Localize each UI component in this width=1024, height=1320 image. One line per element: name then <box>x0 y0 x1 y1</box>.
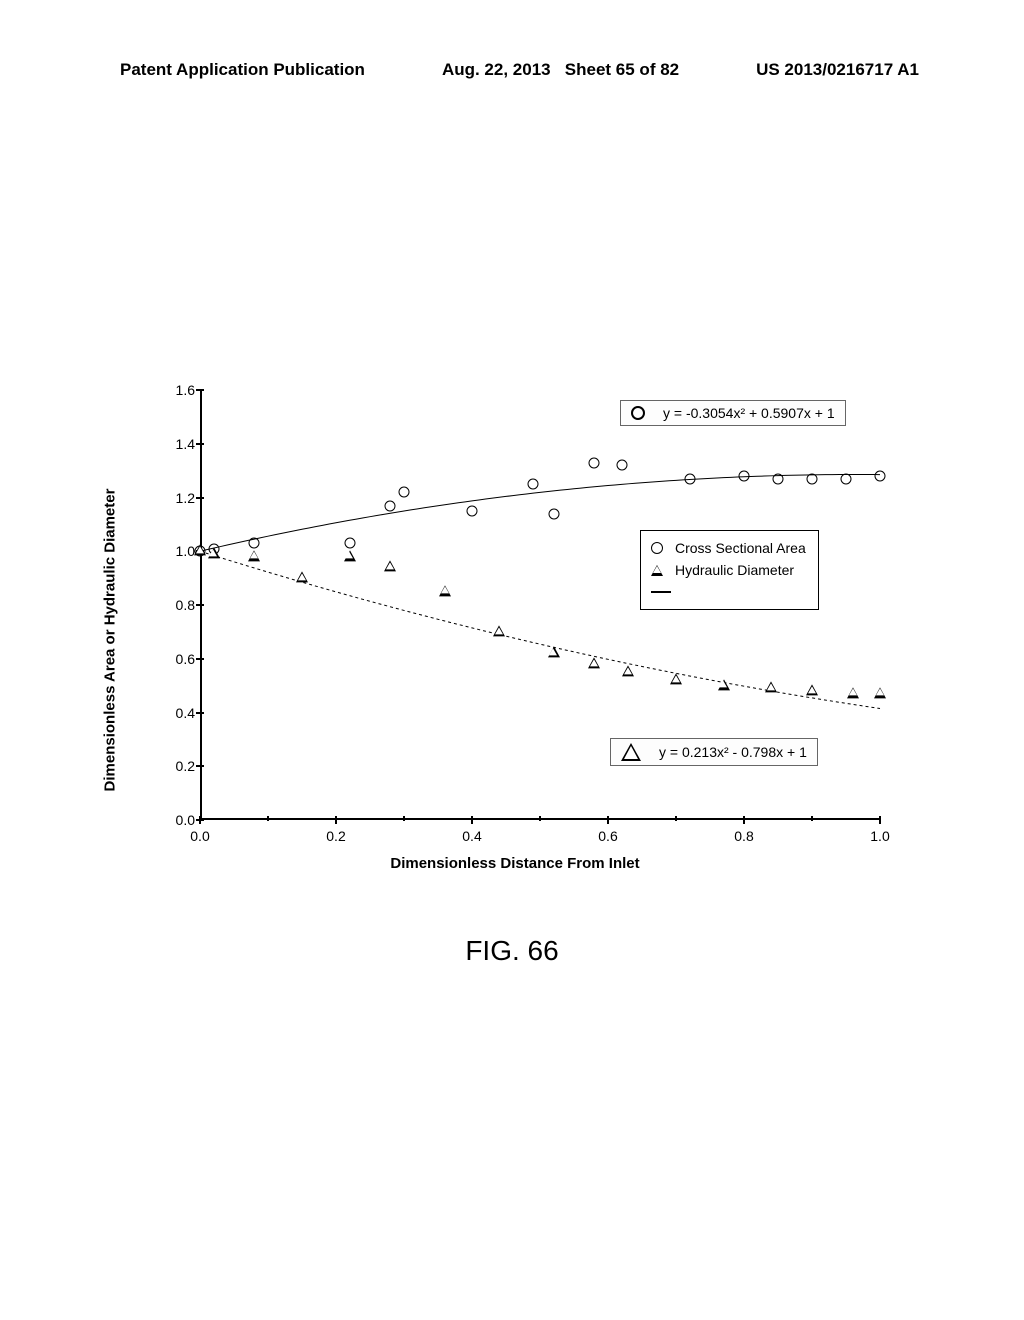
data-point-triangle <box>194 545 206 556</box>
data-point-circle <box>399 487 410 498</box>
equation-box-top: y = -0.3054x² + 0.5907x + 1 <box>620 400 846 426</box>
data-point-circle <box>841 473 852 484</box>
data-point-circle <box>528 479 539 490</box>
equation-box-bottom: y = 0.213x² - 0.798x + 1 <box>610 738 818 766</box>
data-point-circle <box>589 457 600 468</box>
x-tick-label: 0.0 <box>190 828 209 844</box>
data-point-triangle <box>847 687 859 698</box>
data-point-circle <box>739 471 750 482</box>
header-sheet: Sheet 65 of 82 <box>565 60 679 79</box>
data-point-triangle <box>622 666 634 677</box>
y-tick-label: 1.6 <box>155 382 195 398</box>
equation-top: y = -0.3054x² + 0.5907x + 1 <box>663 405 835 421</box>
data-point-triangle <box>806 684 818 695</box>
triangle-icon <box>621 743 641 761</box>
circle-icon <box>631 406 645 420</box>
y-tick-label: 1.0 <box>155 543 195 559</box>
x-tick-label: 0.8 <box>734 828 753 844</box>
data-point-triangle <box>588 658 600 669</box>
data-point-triangle <box>874 687 886 698</box>
data-point-circle <box>773 473 784 484</box>
line-icon <box>651 591 671 593</box>
x-tick-label: 1.0 <box>870 828 889 844</box>
header-center: Aug. 22, 2013 Sheet 65 of 82 <box>442 60 679 80</box>
circle-icon <box>651 542 663 554</box>
data-point-circle <box>467 505 478 516</box>
page-header: Patent Application Publication Aug. 22, … <box>0 60 1024 80</box>
data-point-circle <box>875 471 886 482</box>
y-axis-label: Dimensionless Area or Hydraulic Diameter <box>102 489 119 792</box>
legend-item-fit <box>651 581 806 603</box>
data-point-circle <box>807 473 818 484</box>
data-point-triangle <box>296 572 308 583</box>
data-point-triangle <box>384 561 396 572</box>
data-point-circle <box>616 460 627 471</box>
data-point-triangle <box>718 679 730 690</box>
x-axis-label: Dimensionless Distance From Inlet <box>390 855 639 872</box>
legend-item-diameter: Hydraulic Diameter <box>651 559 806 581</box>
data-point-triangle <box>208 547 220 558</box>
y-tick-label: 1.2 <box>155 490 195 506</box>
chart: 0.0 0.2 0.4 0.6 0.8 1.0 1.2 1.4 1.6 0.0 0.2 0.4 0.6… <box>120 380 910 900</box>
data-point-circle <box>684 473 695 484</box>
y-tick-label: 0.2 <box>155 758 195 774</box>
data-point-circle <box>249 538 260 549</box>
data-point-triangle <box>344 550 356 561</box>
header-left: Patent Application Publication <box>120 60 365 80</box>
header-date: Aug. 22, 2013 <box>442 60 551 79</box>
data-point-circle <box>548 508 559 519</box>
y-tick-label: 0.0 <box>155 812 195 828</box>
equation-bottom: y = 0.213x² - 0.798x + 1 <box>659 744 807 760</box>
x-tick-label: 0.6 <box>598 828 617 844</box>
data-point-triangle <box>765 682 777 693</box>
y-tick-label: 0.4 <box>155 705 195 721</box>
y-tick-label: 0.6 <box>155 651 195 667</box>
data-point-circle <box>344 538 355 549</box>
x-tick-label: 0.2 <box>326 828 345 844</box>
y-tick-label: 1.4 <box>155 436 195 452</box>
figure-caption: FIG. 66 <box>465 935 558 967</box>
data-point-triangle <box>248 550 260 561</box>
header-right: US 2013/0216717 A1 <box>756 60 919 80</box>
data-point-triangle <box>493 625 505 636</box>
legend-label: Hydraulic Diameter <box>675 562 794 578</box>
y-tick-label: 0.8 <box>155 597 195 613</box>
data-point-triangle <box>439 585 451 596</box>
legend: Cross Sectional Area Hydraulic Diameter <box>640 530 819 610</box>
legend-label: Cross Sectional Area <box>675 540 806 556</box>
data-point-triangle <box>548 647 560 658</box>
triangle-icon <box>651 565 663 576</box>
legend-item-area: Cross Sectional Area <box>651 537 806 559</box>
x-tick-label: 0.4 <box>462 828 481 844</box>
data-point-triangle <box>670 674 682 685</box>
data-point-circle <box>385 500 396 511</box>
